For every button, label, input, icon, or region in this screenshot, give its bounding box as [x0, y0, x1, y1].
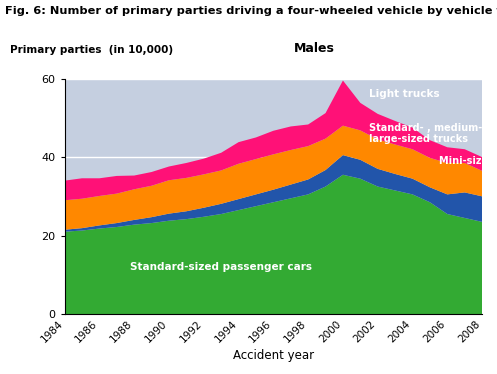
Text: Primary parties  (in 10,000): Primary parties (in 10,000)	[10, 45, 173, 55]
Text: Males: Males	[294, 42, 335, 55]
Text: Standard- , medium- and
large-sized trucks: Standard- , medium- and large-sized truc…	[369, 123, 497, 144]
X-axis label: Accident year: Accident year	[233, 349, 314, 362]
Text: Light trucks: Light trucks	[369, 89, 440, 99]
Text: Mini-sized passenger cars: Mini-sized passenger cars	[439, 156, 497, 166]
Text: Standard-sized passenger cars: Standard-sized passenger cars	[130, 262, 312, 272]
Text: Fig. 6: Number of primary parties driving a four-wheeled vehicle by vehicle type: Fig. 6: Number of primary parties drivin…	[5, 6, 497, 16]
